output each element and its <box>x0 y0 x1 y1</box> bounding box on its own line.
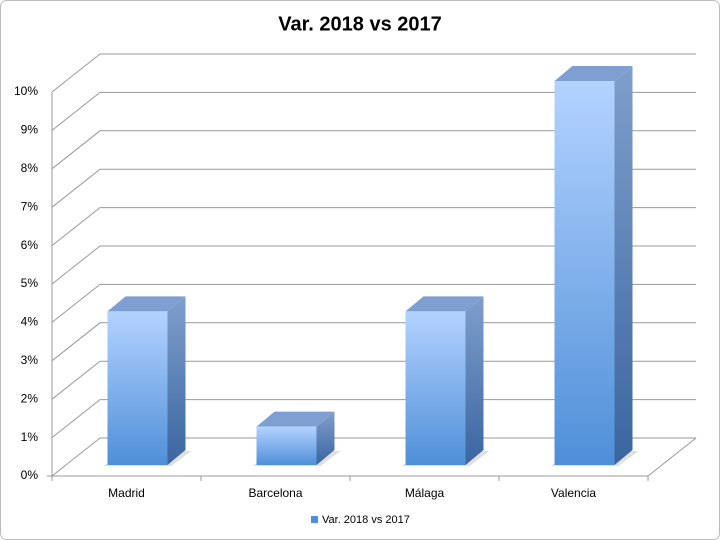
y-tick-label: 9% <box>21 123 39 137</box>
y-tick-label: 0% <box>21 468 39 482</box>
y-tick-label: 6% <box>21 238 39 252</box>
bar-side <box>167 296 186 465</box>
grid-line <box>51 399 696 438</box>
legend-label: Var. 2018 vs 2017 <box>322 514 410 526</box>
bar-top <box>256 411 335 427</box>
bar-side <box>316 411 335 465</box>
grid-line <box>51 53 696 93</box>
y-tick-label: 4% <box>21 315 39 329</box>
bar-side <box>614 66 633 465</box>
grid-line <box>51 322 696 362</box>
y-tick-label: 8% <box>21 161 39 175</box>
chart-title: Var. 2018 vs 2017 <box>278 13 442 35</box>
bar <box>256 426 317 465</box>
y-tick-label: 10% <box>14 84 38 98</box>
x-tick-label: Barcelona <box>248 486 302 500</box>
x-tick-label: Málaga <box>405 486 445 500</box>
bar-side <box>465 296 484 465</box>
grid-line <box>51 91 696 131</box>
y-tick-label: 5% <box>21 276 39 290</box>
grid-line <box>51 283 696 323</box>
x-tick-label: Valencia <box>551 486 596 500</box>
y-tick-label: 7% <box>21 199 39 213</box>
x-tick-label: Madrid <box>108 486 145 500</box>
grid-line <box>51 130 696 170</box>
bar <box>107 311 168 465</box>
bar <box>405 311 466 465</box>
bar-group <box>550 66 639 466</box>
legend: Var. 2018 vs 2017 <box>311 514 410 526</box>
bars <box>103 66 639 466</box>
grid-line <box>51 437 696 477</box>
bar-group <box>252 411 341 466</box>
grid-line <box>51 207 696 246</box>
grid-line <box>51 168 696 208</box>
bar-top <box>107 296 186 312</box>
legend-swatch <box>311 516 318 523</box>
grid: 0% 1% 2% 3% 4% 5% 6% 7% 8% 9% 10% Madrid Barcelona Má… <box>14 53 697 500</box>
y-tick-label: 2% <box>21 391 39 405</box>
y-tick-label: 3% <box>21 353 39 367</box>
bar-group <box>401 296 490 466</box>
bar-top <box>405 296 484 312</box>
bar-group <box>103 296 192 466</box>
bar-top <box>554 66 633 81</box>
grid-line <box>51 245 696 285</box>
y-tick-label: 1% <box>21 430 39 444</box>
bar <box>554 81 615 465</box>
grid-line <box>51 360 696 400</box>
